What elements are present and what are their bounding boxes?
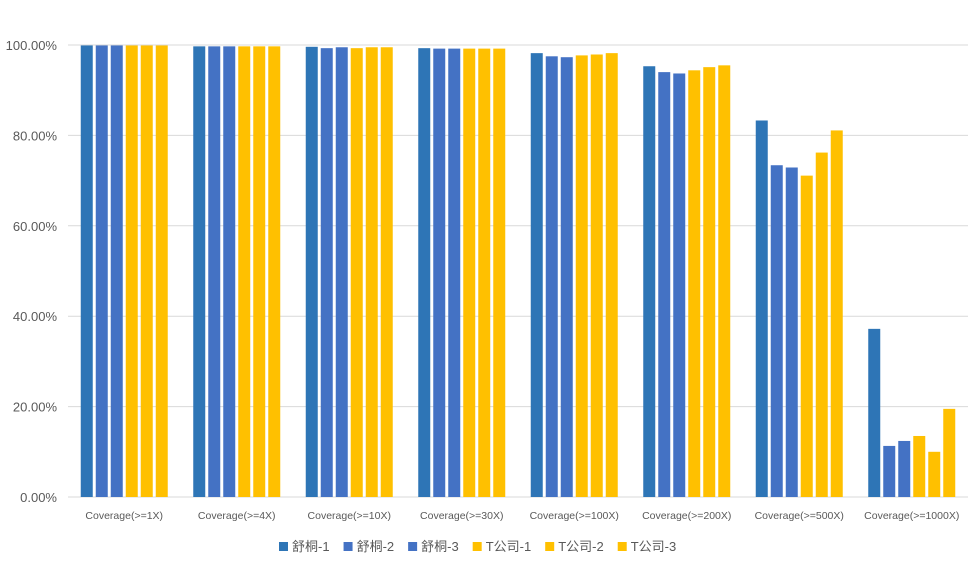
legend-label: T公司-3 <box>631 539 677 554</box>
bar <box>943 408 956 497</box>
bar <box>238 46 251 498</box>
bar <box>703 67 716 497</box>
x-tick-label: Coverage(>=200X) <box>642 510 731 522</box>
legend-swatch <box>545 542 555 551</box>
bar <box>800 175 813 498</box>
bar <box>868 328 881 497</box>
x-tick-label: Coverage(>=1000X) <box>864 510 959 522</box>
x-tick-label: Coverage(>=500X) <box>755 510 844 522</box>
x-tick-label: Coverage(>=100X) <box>530 510 619 522</box>
bar <box>605 53 618 498</box>
legend-swatch <box>472 542 482 551</box>
bar <box>643 66 656 497</box>
bar <box>110 45 123 498</box>
legend-swatch <box>617 542 627 551</box>
bar <box>785 167 798 497</box>
y-tick-label: 60.00% <box>13 219 58 234</box>
bar <box>155 45 168 498</box>
bar <box>755 120 768 497</box>
bar <box>350 48 363 497</box>
legend-swatch <box>279 542 288 551</box>
x-tick-label: Coverage(>=4X) <box>198 510 276 522</box>
bar <box>95 45 108 498</box>
bar <box>125 45 138 498</box>
bar <box>448 48 461 498</box>
bar <box>305 46 318 498</box>
bar <box>223 46 236 498</box>
y-tick-label: 20.00% <box>13 400 58 415</box>
bar <box>365 47 378 497</box>
bar <box>463 48 476 498</box>
bar <box>815 152 828 498</box>
x-tick-label: Coverage(>=1X) <box>85 510 163 522</box>
bar <box>575 55 588 498</box>
y-tick-label: 80.00% <box>13 128 58 143</box>
bar <box>320 48 333 497</box>
y-tick-label: 0.00% <box>20 490 57 505</box>
bar <box>590 54 603 497</box>
bar <box>913 435 926 497</box>
bar <box>718 65 731 497</box>
bar <box>658 72 671 498</box>
x-tick-label: Coverage(>=30X) <box>420 510 503 522</box>
bar <box>545 56 558 498</box>
bar <box>418 48 431 497</box>
bar <box>335 47 348 497</box>
bar <box>688 70 701 497</box>
bar <box>493 48 506 498</box>
bar <box>883 445 896 497</box>
bar <box>80 45 93 498</box>
y-tick-label: 100.00% <box>6 38 58 53</box>
legend-label: 舒桐-1 <box>292 539 330 554</box>
legend-label: 舒桐-2 <box>357 539 395 554</box>
bar <box>193 46 206 498</box>
legend-label: T公司-2 <box>558 539 604 554</box>
x-tick-label: Coverage(>=10X) <box>308 510 391 522</box>
bar <box>380 47 393 497</box>
legend-swatch <box>343 542 353 551</box>
bar <box>673 73 686 497</box>
legend-swatch <box>408 542 418 551</box>
legend-label: T公司-1 <box>486 539 532 554</box>
bar <box>560 57 573 497</box>
bar <box>830 130 843 498</box>
bar <box>530 53 543 498</box>
bar <box>770 165 783 497</box>
bar <box>253 46 266 498</box>
bar <box>928 451 941 497</box>
legend-label: 舒桐-3 <box>421 539 459 554</box>
bar <box>208 46 221 498</box>
bar <box>898 440 911 497</box>
bar <box>478 48 491 498</box>
bar <box>268 46 281 498</box>
bar <box>433 48 446 498</box>
bar <box>140 45 153 498</box>
y-tick-label: 40.00% <box>13 309 58 324</box>
